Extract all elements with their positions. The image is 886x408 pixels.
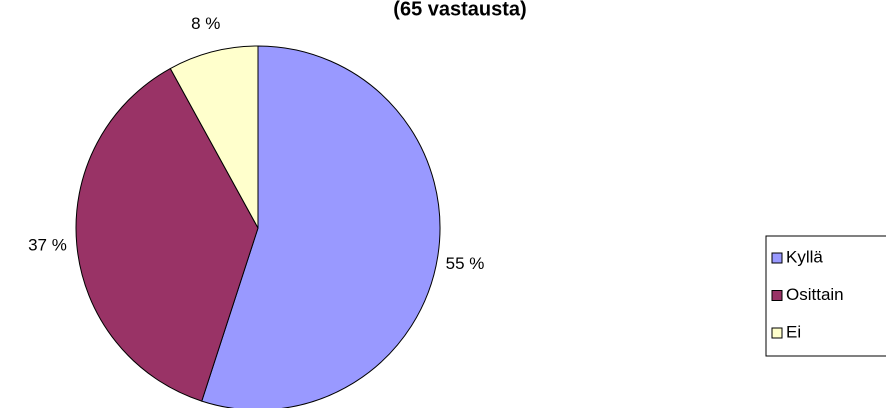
legend-swatch bbox=[771, 290, 783, 301]
legend-label: Osittain bbox=[786, 285, 844, 304]
chart-title: (65 vastausta) bbox=[393, 0, 526, 20]
legend-box bbox=[765, 235, 886, 357]
pie-slice bbox=[75, 67, 259, 402]
data-label: 8 % bbox=[191, 14, 220, 33]
data-label: 55 % bbox=[446, 254, 485, 273]
legend-swatch bbox=[771, 327, 783, 339]
legend-swatch bbox=[771, 252, 783, 264]
pie-slice bbox=[169, 45, 259, 229]
pie-slice bbox=[201, 45, 441, 408]
legend-label: Ei bbox=[786, 322, 801, 341]
legend-label: Kyllä bbox=[786, 247, 823, 266]
data-label: 37 % bbox=[28, 236, 67, 255]
